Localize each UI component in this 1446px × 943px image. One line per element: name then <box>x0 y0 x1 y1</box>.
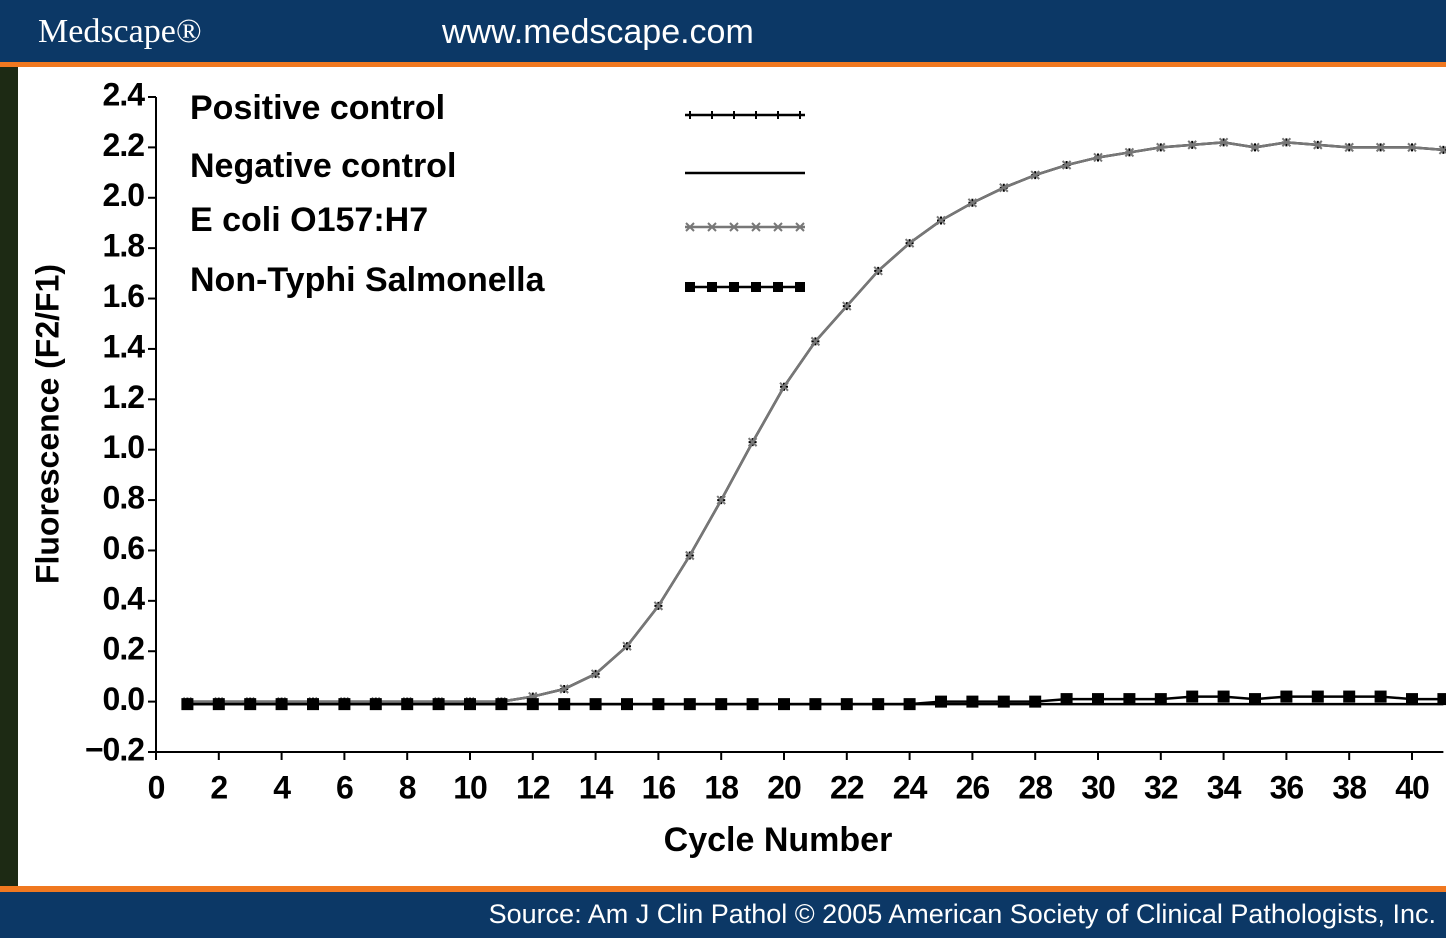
marker <box>1062 694 1072 704</box>
marker <box>434 699 444 709</box>
marker <box>308 699 318 709</box>
legend-marker <box>707 282 717 292</box>
marker <box>1281 692 1291 702</box>
x-tick-label: 34 <box>1207 769 1242 805</box>
y-axis-title: Fluorescence (F2/F1) <box>29 264 65 584</box>
marker <box>779 699 789 709</box>
marker <box>277 699 287 709</box>
x-tick-label: 24 <box>893 769 928 805</box>
marker <box>1313 692 1323 702</box>
x-tick-label: 40 <box>1395 769 1429 805</box>
y-tick-label: 1.6 <box>103 278 145 314</box>
marker <box>653 699 663 709</box>
y-tick-label: 2.2 <box>103 127 145 163</box>
marker <box>873 699 883 709</box>
legend-marker <box>729 282 739 292</box>
marker <box>1376 692 1386 702</box>
footer-rule <box>0 886 1446 892</box>
legend-label: Negative control <box>190 147 456 185</box>
y-tick-label: 2.4 <box>103 76 146 112</box>
marker <box>214 699 224 709</box>
x-tick-label: 38 <box>1332 769 1366 805</box>
marker <box>905 699 915 709</box>
marker <box>748 699 758 709</box>
marker <box>1407 694 1417 704</box>
y-tick-label: 0.0 <box>103 681 145 717</box>
x-axis-title: Cycle Number <box>664 821 893 859</box>
x-tick-label: 8 <box>399 769 416 805</box>
x-tick-label: 32 <box>1144 769 1178 805</box>
marker <box>591 699 601 709</box>
marker <box>1219 692 1229 702</box>
marker <box>465 699 475 709</box>
y-tick-label: 0.6 <box>103 530 145 566</box>
legend-label: E coli O157:H7 <box>190 201 428 239</box>
frame: Medscape® www.medscape.com Source: Am J … <box>0 0 1446 938</box>
x-tick-label: 22 <box>830 769 864 805</box>
marker <box>685 699 695 709</box>
marker <box>1250 694 1260 704</box>
x-tick-label: 28 <box>1018 769 1052 805</box>
marker <box>810 699 820 709</box>
marker <box>967 697 977 707</box>
marker <box>1438 694 1446 704</box>
legend-marker <box>773 282 783 292</box>
marker <box>842 699 852 709</box>
marker <box>339 699 349 709</box>
y-tick-label: 1.8 <box>103 228 145 264</box>
marker <box>1344 692 1354 702</box>
marker <box>371 699 381 709</box>
y-tick-label: −0.2 <box>85 731 144 767</box>
legend-marker <box>685 282 695 292</box>
marker <box>182 699 192 709</box>
x-tick-label: 18 <box>704 769 738 805</box>
marker <box>999 697 1009 707</box>
marker <box>1156 694 1166 704</box>
url: www.medscape.com <box>441 13 754 51</box>
x-tick-label: 10 <box>453 769 487 805</box>
marker <box>1093 694 1103 704</box>
side-strip <box>0 67 18 886</box>
x-tick-label: 4 <box>273 769 291 805</box>
header-rule <box>0 62 1446 67</box>
x-tick-label: 26 <box>956 769 990 805</box>
y-tick-label: 0.2 <box>103 631 145 667</box>
x-tick-label: 14 <box>579 769 614 805</box>
page: Medscape® www.medscape.com Source: Am J … <box>0 0 1446 938</box>
legend-label: Non-Typhi Salmonella <box>190 261 546 299</box>
y-tick-label: 1.0 <box>103 429 145 465</box>
marker <box>1124 694 1134 704</box>
x-tick-label: 16 <box>642 769 676 805</box>
marker <box>528 699 538 709</box>
x-tick-label: 2 <box>210 769 227 805</box>
x-tick-label: 6 <box>336 769 353 805</box>
x-tick-label: 36 <box>1270 769 1304 805</box>
marker <box>245 699 255 709</box>
y-tick-label: 0.8 <box>103 480 145 516</box>
x-tick-label: 0 <box>148 769 165 805</box>
x-tick-label: 12 <box>516 769 550 805</box>
marker <box>1030 697 1040 707</box>
legend-label: Positive control <box>190 89 445 127</box>
x-tick-label: 20 <box>767 769 801 805</box>
legend-marker <box>795 282 805 292</box>
marker <box>622 699 632 709</box>
marker <box>402 699 412 709</box>
legend-marker <box>751 282 761 292</box>
marker <box>936 697 946 707</box>
marker <box>559 699 569 709</box>
y-tick-label: 2.0 <box>103 177 145 213</box>
x-tick-label: 30 <box>1081 769 1115 805</box>
source: Source: Am J Clin Pathol © 2005 American… <box>489 899 1436 929</box>
marker <box>496 699 506 709</box>
marker <box>1187 692 1197 702</box>
y-tick-label: 1.2 <box>103 379 145 415</box>
y-tick-label: 1.4 <box>103 328 146 364</box>
marker <box>716 699 726 709</box>
logo: Medscape® <box>38 13 202 50</box>
y-tick-label: 0.4 <box>103 580 146 616</box>
